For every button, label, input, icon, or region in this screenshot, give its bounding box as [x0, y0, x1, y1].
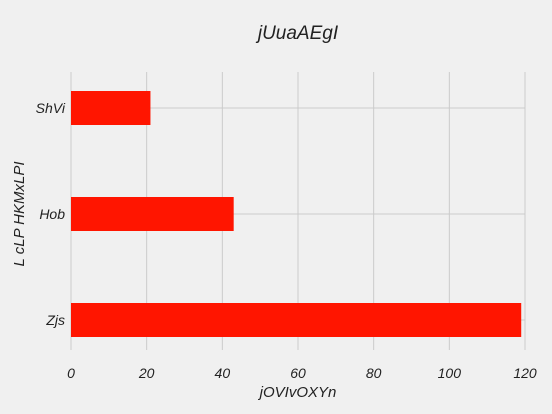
y-tick-label: Zjs: [45, 312, 65, 328]
x-axis-label: jOVIvOXYn: [258, 384, 337, 401]
x-tick-label: 120: [513, 365, 537, 381]
x-tick-label: 60: [290, 365, 306, 381]
x-tick-label: 100: [438, 365, 462, 381]
y-tick-label: Hob: [39, 206, 65, 222]
y-tick-label: ShVi: [36, 100, 66, 116]
x-tick-label: 80: [366, 365, 382, 381]
x-tick-label: 40: [215, 365, 231, 381]
bars-layer: [71, 91, 522, 337]
chart-title: jUuaAEgI: [255, 23, 339, 44]
x-tick-labels: 0 20 40 60 80 100 120: [67, 365, 537, 381]
x-tick-label: 0: [67, 365, 75, 381]
bar-hob: [71, 197, 234, 231]
bar-shvi: [71, 91, 151, 125]
x-tick-label: 20: [138, 365, 155, 381]
y-tick-labels: Zjs Hob ShVi: [36, 100, 66, 328]
y-axis-label: L cLP HKMxLPI: [11, 161, 28, 266]
bar-zjs: [71, 303, 522, 337]
